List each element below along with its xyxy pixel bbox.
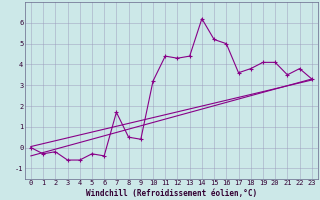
X-axis label: Windchill (Refroidissement éolien,°C): Windchill (Refroidissement éolien,°C) [86, 189, 257, 198]
